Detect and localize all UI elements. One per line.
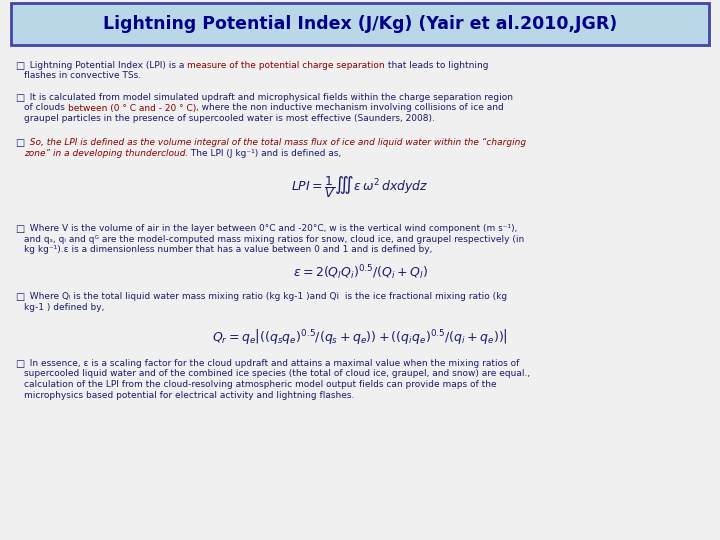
Text: kg kg⁻¹).ε is a dimensionless number that has a value between 0 and 1 and is def: kg kg⁻¹).ε is a dimensionless number tha… bbox=[24, 245, 433, 254]
Text: graupel particles in the presence of supercooled water is most effective (Saunde: graupel particles in the presence of sup… bbox=[24, 114, 435, 123]
Text: It is calculated from model simulated updraft and microphysical fields within th: It is calculated from model simulated up… bbox=[24, 93, 513, 102]
Text: □: □ bbox=[15, 292, 24, 302]
Text: and qₛ, qᵢ and qᴳ are the model-computed mass mixing ratios for snow, cloud ice,: and qₛ, qᵢ and qᴳ are the model-computed… bbox=[24, 234, 524, 244]
Text: □: □ bbox=[15, 359, 24, 369]
Text: □: □ bbox=[15, 93, 24, 103]
Text: , where the non inductive mechanism involving collisions of ice and: , where the non inductive mechanism invo… bbox=[196, 104, 504, 112]
Text: $LPI = \dfrac{1}{V} \iiint \epsilon\, \omega^2\, dxdydz$: $LPI = \dfrac{1}{V} \iiint \epsilon\, \o… bbox=[292, 174, 428, 200]
Text: □: □ bbox=[15, 61, 24, 71]
Text: □: □ bbox=[15, 224, 24, 234]
Text: Lightning Potential Index (J/Kg) (Yair et al.2010,JGR): Lightning Potential Index (J/Kg) (Yair e… bbox=[103, 15, 617, 33]
Text: So, the LPI is defined as the volume integral of the total mass flux of ice and : So, the LPI is defined as the volume int… bbox=[24, 138, 526, 147]
Text: In essence, ε is a scaling factor for the cloud updraft and attains a maximal va: In essence, ε is a scaling factor for th… bbox=[24, 359, 519, 368]
Text: zone” in a developing thundercloud.: zone” in a developing thundercloud. bbox=[24, 148, 189, 158]
Text: calculation of the LPI from the cloud-resolving atmospheric model output fields : calculation of the LPI from the cloud-re… bbox=[24, 380, 497, 389]
Text: microphysics based potential for electrical activity and lightning flashes.: microphysics based potential for electri… bbox=[24, 390, 354, 400]
Text: of clouds: of clouds bbox=[24, 104, 68, 112]
Text: Lightning Potential Index (LPI) is a: Lightning Potential Index (LPI) is a bbox=[24, 61, 187, 70]
Text: Where V is the volume of air in the layer between 0°C and -20°C, w is the vertic: Where V is the volume of air in the laye… bbox=[24, 224, 518, 233]
Text: measure of the potential charge separation: measure of the potential charge separati… bbox=[187, 61, 385, 70]
Text: between (0 ° C and - 20 ° C): between (0 ° C and - 20 ° C) bbox=[68, 104, 196, 112]
FancyBboxPatch shape bbox=[11, 3, 709, 45]
Text: flashes in convective TSs.: flashes in convective TSs. bbox=[24, 71, 141, 80]
Text: $\epsilon = 2(Q_l Q_i)^{0.5} / (Q_i + Q_l)$: $\epsilon = 2(Q_l Q_i)^{0.5} / (Q_i + Q_… bbox=[292, 263, 428, 282]
Text: Where Qₗ is the total liquid water mass mixing ratio (kg kg-1 )and Qi  is the ic: Where Qₗ is the total liquid water mass … bbox=[24, 292, 507, 301]
Text: □: □ bbox=[15, 138, 24, 148]
Text: $Q_r = q_e \left|((q_s q_e)^{0.5}/(q_s + q_e)) + ((q_i q_e)^{0.5}/(q_i + q_e))\r: $Q_r = q_e \left|((q_s q_e)^{0.5}/(q_s +… bbox=[212, 327, 508, 346]
Text: that leads to lightning: that leads to lightning bbox=[385, 61, 488, 70]
Text: supercooled liquid water and of the combined ice species (the total of cloud ice: supercooled liquid water and of the comb… bbox=[24, 369, 530, 379]
Text: The LPI (J kg⁻¹) and is defined as,: The LPI (J kg⁻¹) and is defined as, bbox=[189, 148, 341, 158]
Text: kg-1 ) defined by,: kg-1 ) defined by, bbox=[24, 302, 104, 312]
